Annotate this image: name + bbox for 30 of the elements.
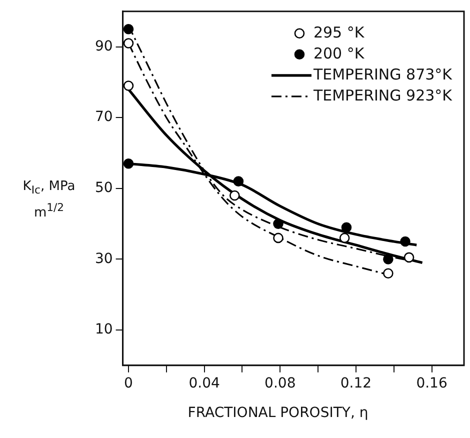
point xyxy=(273,218,284,229)
point xyxy=(123,80,134,91)
legend-label: 200 °K xyxy=(313,44,366,62)
legend-label: TEMPERING 923°K xyxy=(312,86,454,104)
y-tick-label: 70 xyxy=(94,109,113,126)
x-axis-title: FRACTIONAL POROSITY, η xyxy=(188,405,368,422)
y-tick-label: 10 xyxy=(94,322,113,338)
legend-label: TEMPERING 873°K xyxy=(312,65,454,84)
point xyxy=(383,254,394,264)
x-tick-label: 0.04 xyxy=(188,375,220,392)
y-axis-title: K$_{Ic}$, MPa m$^{1/2}$ xyxy=(22,178,76,221)
point xyxy=(123,24,134,34)
point xyxy=(404,252,414,263)
x-tick-label: 0 xyxy=(124,375,133,392)
x-tick-label: 0.08 xyxy=(264,375,296,392)
point xyxy=(341,222,352,232)
point xyxy=(400,236,410,247)
point xyxy=(123,158,134,169)
x-tick-label: 0.16 xyxy=(416,375,448,392)
x-tick-label: 0.12 xyxy=(340,375,372,392)
legend-label: 295 °K xyxy=(313,23,366,42)
point xyxy=(339,232,350,244)
point xyxy=(383,268,394,279)
point xyxy=(273,232,284,244)
point xyxy=(230,190,240,201)
point xyxy=(123,38,134,48)
point xyxy=(233,176,244,186)
y-tick-label: 50 xyxy=(94,180,113,196)
y-tick-label: 90 xyxy=(94,38,113,54)
y-tick-label: 30 xyxy=(94,250,113,267)
